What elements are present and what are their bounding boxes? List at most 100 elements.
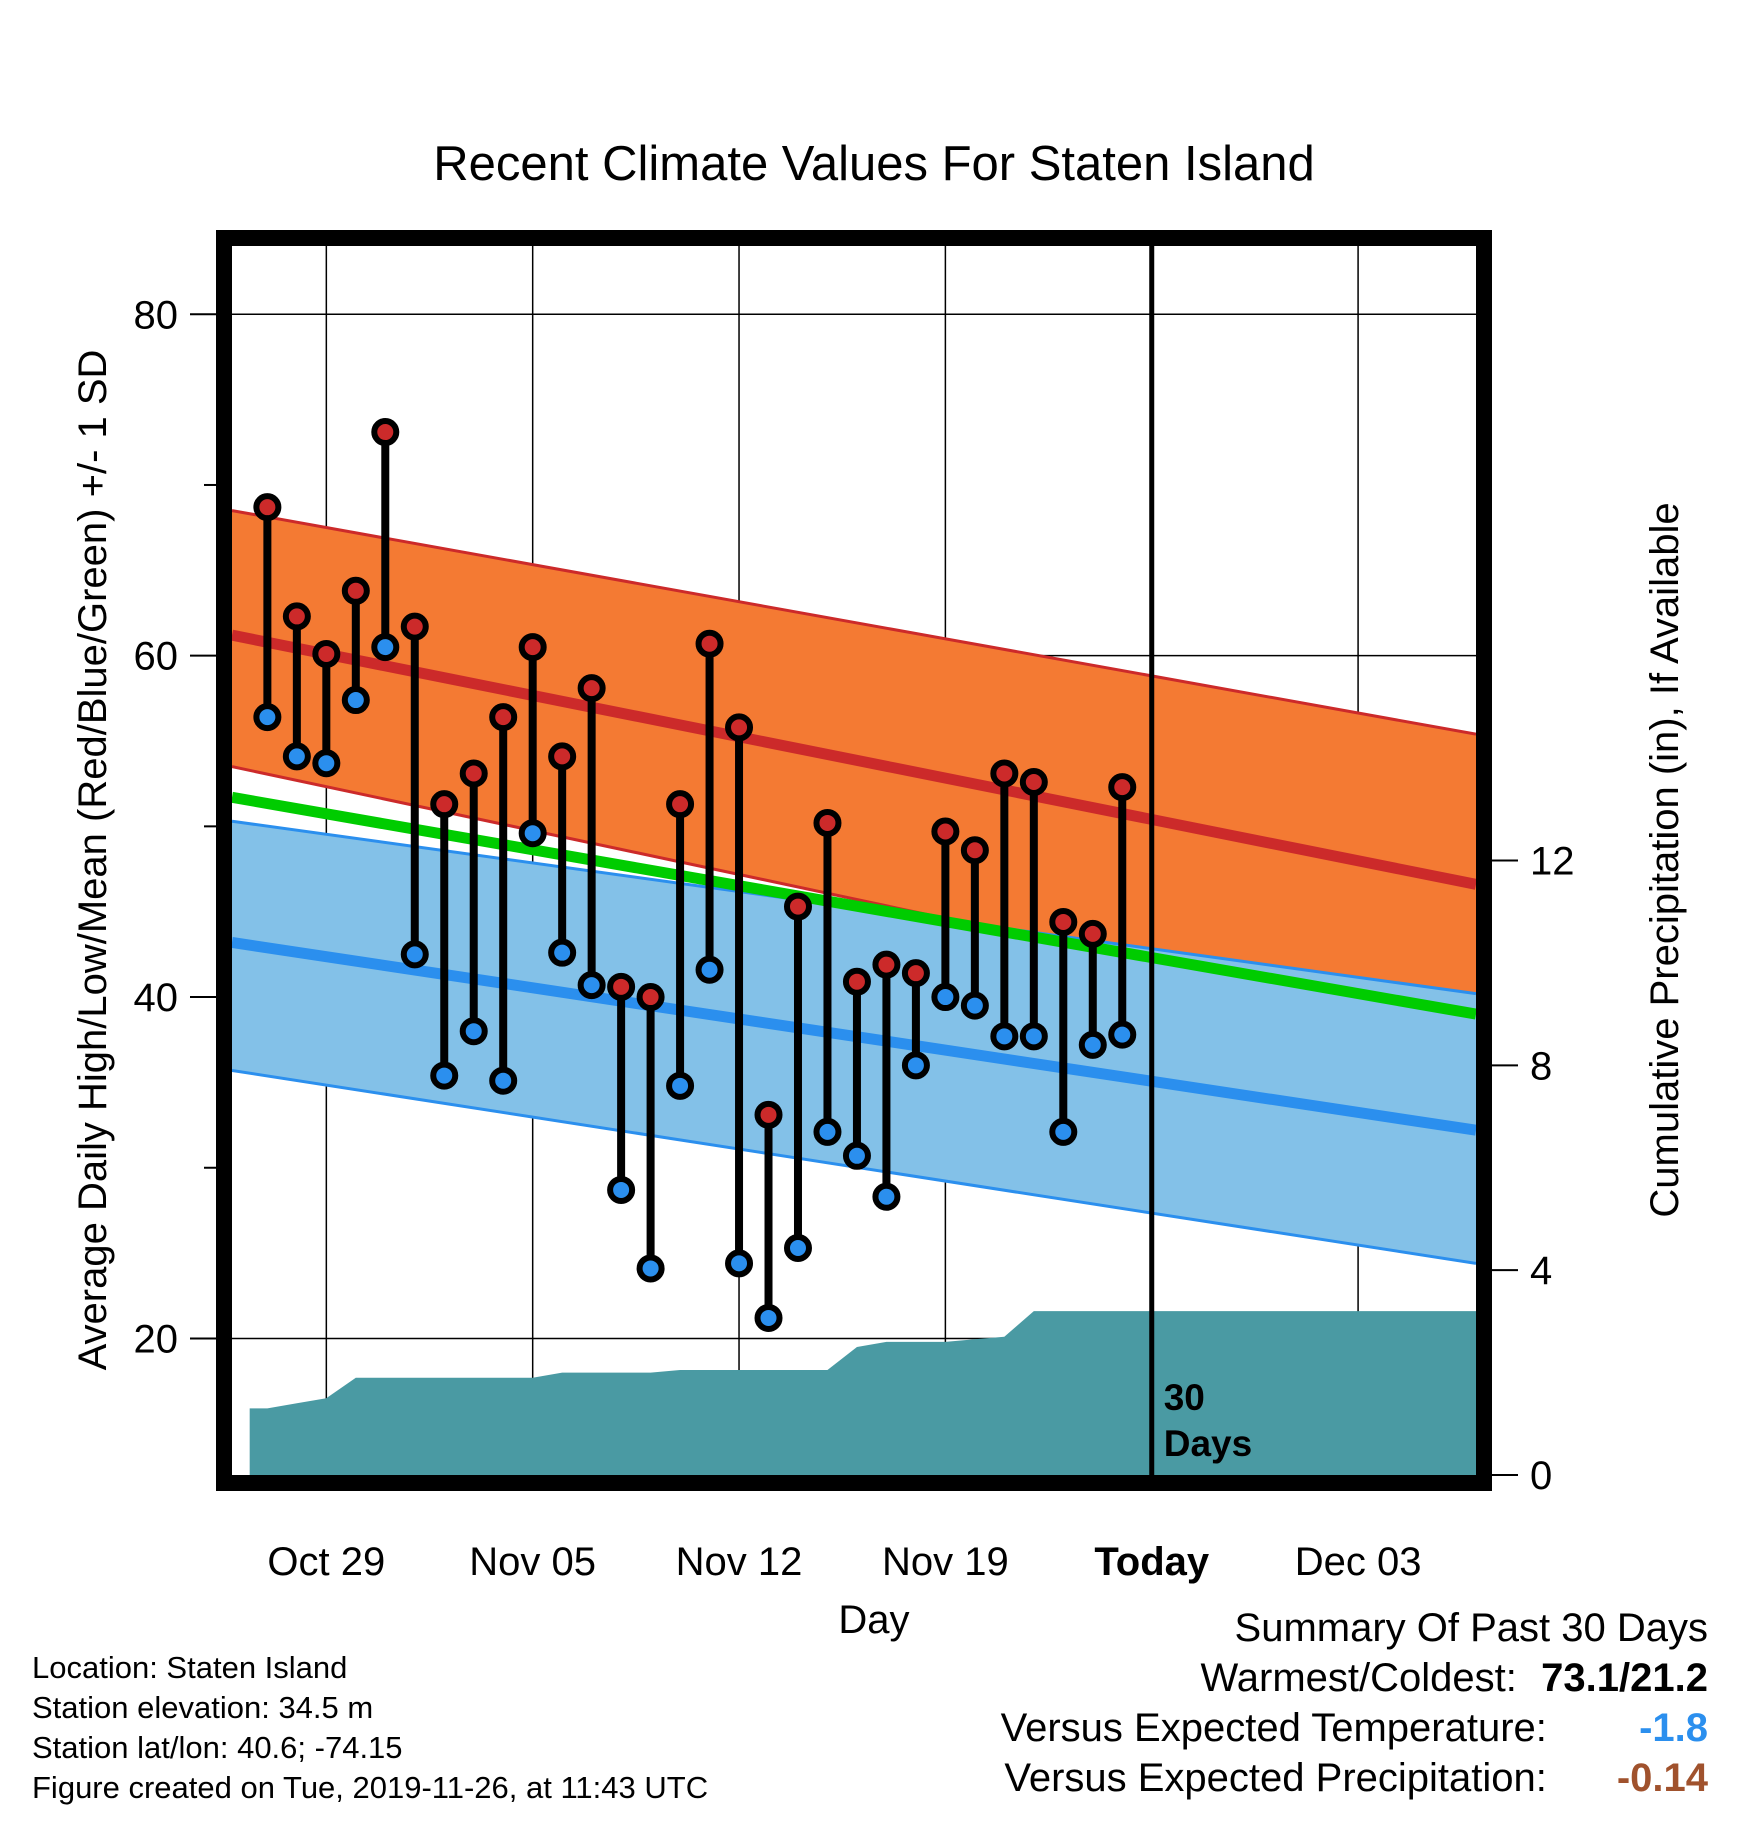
high-point	[459, 759, 488, 788]
plot-frame	[216, 230, 1492, 1491]
low-point	[518, 819, 547, 848]
mean-normal-line	[232, 791, 1476, 1020]
high-point	[282, 602, 311, 631]
summary-temp-row: Versus Expected Temperature: -1.8	[1001, 1703, 1708, 1753]
y2-tick-label: 8	[1530, 1044, 1552, 1088]
high-point	[489, 703, 518, 732]
summary-warmest-row: Warmest/Coldest: 73.1/21.2	[1001, 1653, 1709, 1703]
y2-tick-label: 4	[1530, 1249, 1552, 1293]
chart-title: Recent Climate Values For Staten Island	[433, 137, 1315, 191]
high-point	[400, 612, 429, 641]
high-point	[577, 674, 606, 703]
today-days-label: 30	[1164, 1377, 1205, 1418]
high-point	[312, 639, 341, 668]
high-point	[1049, 907, 1078, 936]
high-point	[725, 713, 754, 742]
high-point	[1019, 767, 1048, 796]
low-point	[1049, 1117, 1078, 1146]
y2-tick-label: 12	[1530, 840, 1575, 884]
y-axis-label: Average Daily High/Low/Mean (Red/Blue/Gr…	[71, 350, 115, 1371]
precipitation-fill	[232, 1311, 1476, 1475]
low-point	[901, 1051, 930, 1080]
low-point	[577, 971, 606, 1000]
low-point	[990, 1022, 1019, 1051]
high-point	[666, 790, 695, 819]
low-point	[666, 1071, 695, 1100]
high-sd-band-upper-edge	[232, 509, 1476, 736]
high-point	[842, 967, 871, 996]
summary-panel: Summary Of Past 30 Days Warmest/Coldest:…	[1001, 1603, 1708, 1803]
y2-axis-label: Cumulative Precipitation (in), If Availa…	[1643, 502, 1687, 1217]
low-point	[312, 749, 341, 778]
summary-heading: Summary Of Past 30 Days	[1234, 1606, 1708, 1650]
low-point	[548, 938, 577, 967]
low-point	[253, 703, 282, 732]
high-point	[931, 817, 960, 846]
temp-value: -1.8	[1639, 1706, 1708, 1750]
high-point	[1078, 919, 1107, 948]
low-point	[842, 1141, 871, 1170]
high-point	[607, 972, 636, 1001]
created-text: Figure created on Tue, 2019-11-26, at 11…	[32, 1770, 709, 1805]
low-point	[607, 1175, 636, 1204]
high-point	[1108, 773, 1137, 802]
today-days-label: Days	[1164, 1423, 1252, 1464]
high-point	[341, 576, 370, 605]
high-point	[636, 983, 665, 1012]
high-point	[783, 892, 812, 921]
low-point	[1078, 1030, 1107, 1059]
today-marker: 30 Days	[1149, 246, 1252, 1475]
high-point	[754, 1100, 783, 1129]
low-point	[400, 940, 429, 969]
low-point	[489, 1066, 518, 1095]
low-point	[960, 991, 989, 1020]
latlon-text: Station lat/lon: 40.6; -74.15	[32, 1730, 403, 1765]
high-point	[253, 493, 282, 522]
precip-label: Versus Expected Precipitation:	[1004, 1756, 1547, 1800]
low-point	[783, 1233, 812, 1262]
elevation-text: Station elevation: 34.5 m	[32, 1690, 374, 1725]
low-point	[430, 1061, 459, 1090]
x-tick-label: Oct 29	[267, 1540, 385, 1584]
high-point	[548, 742, 577, 771]
low-point	[813, 1117, 842, 1146]
temp-label: Versus Expected Temperature:	[1000, 1706, 1547, 1750]
high-point	[518, 633, 547, 662]
low-point	[695, 955, 724, 984]
x-tick-label: Nov 05	[469, 1540, 596, 1584]
high-point	[430, 790, 459, 819]
low-point	[1108, 1020, 1137, 1049]
low-point	[754, 1303, 783, 1332]
y-tick-label: 20	[134, 1317, 179, 1361]
low-point	[931, 983, 960, 1012]
high-point	[901, 959, 930, 988]
x-tick-label: Today	[1094, 1540, 1210, 1584]
x-tick-label: Nov 12	[676, 1540, 803, 1584]
low-point	[341, 686, 370, 715]
x-tick-label: Dec 03	[1295, 1540, 1422, 1584]
high-point	[813, 808, 842, 837]
high-normal-line	[232, 629, 1476, 890]
high-point	[695, 629, 724, 658]
summary-precip-row: Versus Expected Precipitation: -0.14	[1001, 1753, 1708, 1803]
low-point	[636, 1254, 665, 1283]
x-tick-label: Nov 19	[882, 1540, 1009, 1584]
low-point	[1019, 1022, 1048, 1051]
low-point	[872, 1182, 901, 1211]
station-info: Location: Staten Island Station elevatio…	[32, 1648, 708, 1808]
high-point	[990, 759, 1019, 788]
low-point	[725, 1249, 754, 1278]
low-point	[459, 1017, 488, 1046]
low-point	[371, 633, 400, 662]
plot-border	[216, 230, 1492, 1491]
daily-range-bars	[253, 418, 1137, 1332]
high-point	[371, 418, 400, 447]
y-tick-label: 40	[134, 976, 179, 1020]
y-tick-label: 80	[134, 293, 179, 337]
axes: 20 40 60 80 0 4 8 12 Oct 29 Nov 05 Nov 12 Nov 19 Tod…	[134, 293, 1575, 1584]
y-tick-label: 60	[134, 635, 179, 679]
precipitation-area	[232, 1311, 1476, 1475]
x-axis-label: Day	[838, 1598, 909, 1642]
low-point	[282, 742, 311, 771]
